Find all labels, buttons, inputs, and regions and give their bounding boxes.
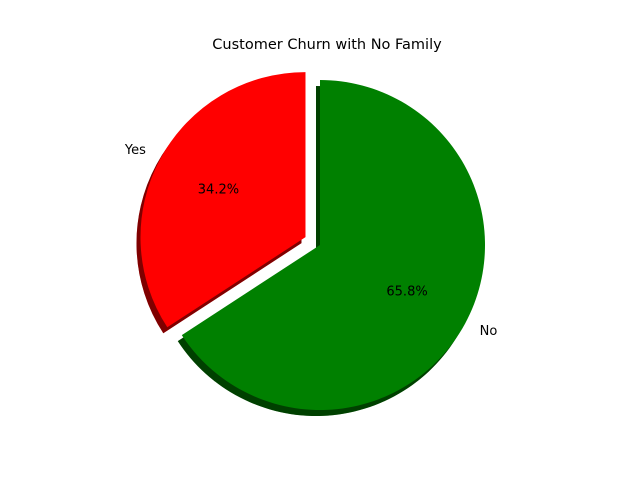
pie-slice-yes xyxy=(140,72,306,328)
slice-label-yes: Yes xyxy=(124,143,146,158)
pie-slice-layer xyxy=(140,72,486,410)
slice-percent-label-no: 65.8% xyxy=(386,285,427,300)
pie-label-layer: No 65.8% Yes 34.2% xyxy=(124,143,497,339)
slice-percent-label-yes: 34.2% xyxy=(198,182,239,197)
pie-slice-no xyxy=(181,80,486,410)
slice-label-no: No xyxy=(480,324,498,339)
chart-title: Customer Churn with No Family xyxy=(212,37,442,53)
